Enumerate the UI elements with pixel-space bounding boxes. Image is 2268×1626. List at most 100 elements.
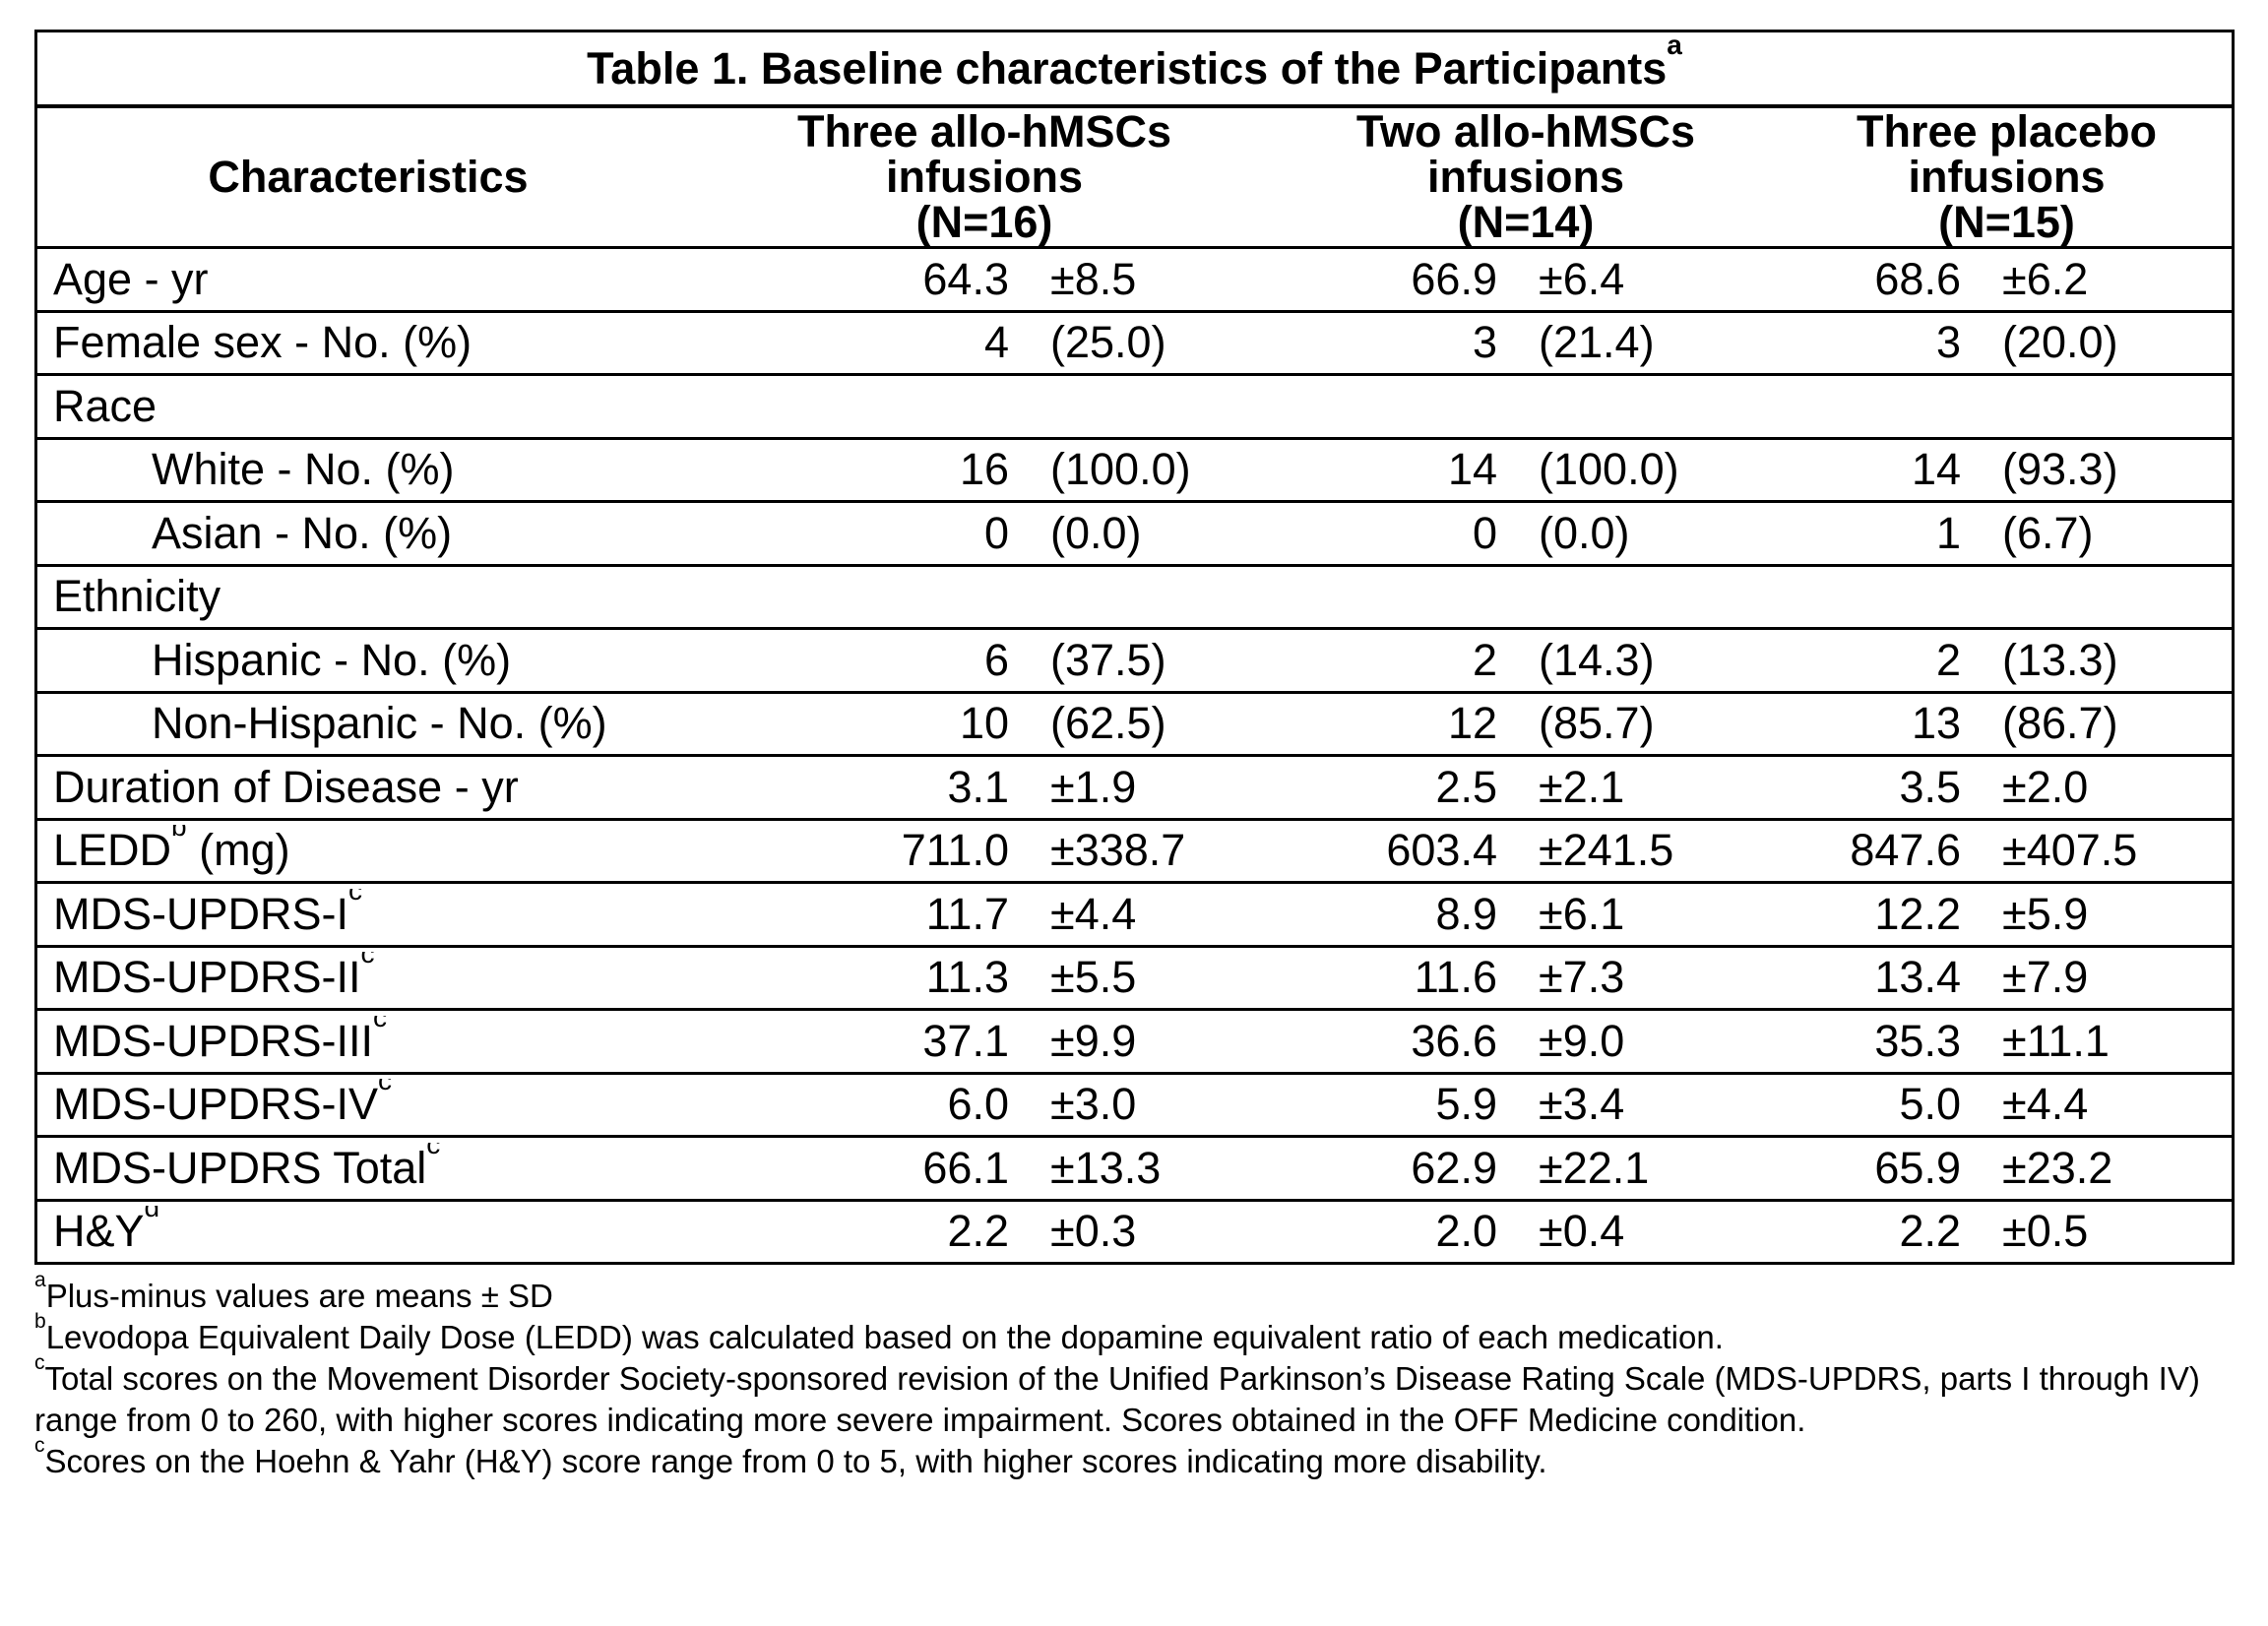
cell-dispersion: ±6.4 — [1539, 253, 1625, 304]
table-row: Race — [37, 373, 2232, 437]
column-header-line: (N=14) — [1457, 197, 1595, 247]
cell-dispersion: ±6.2 — [2002, 253, 2089, 304]
cell-value: 8.9 — [1435, 888, 1497, 939]
row-label: Female sex - No. (%) — [37, 317, 699, 368]
cell-value: 0 — [1472, 507, 1497, 558]
cell-dispersion: (13.3) — [2002, 634, 2118, 685]
value-cell: 2.2 ±0.5 — [1782, 1206, 2232, 1257]
footnote: cScores on the Hoehn & Yahr (H&Y) score … — [34, 1435, 2239, 1482]
row-label: White - No. (%) — [37, 444, 699, 495]
table-row: Age - yr 64.3 ±8.5 66.9 ±6.4 68.6 ±6.2 — [37, 246, 2232, 310]
row-label-text: Non-Hispanic - No. (%) — [152, 698, 607, 749]
cell-value: 3.5 — [1899, 761, 1961, 812]
table-row: MDS-UPDRS Totalc 66.1 ±13.3 62.9 ±22.1 65.9 ±2… — [37, 1135, 2232, 1199]
value-cell: 65.9 ±23.2 — [1782, 1143, 2232, 1194]
cell-dispersion: ±4.4 — [2002, 1079, 2089, 1130]
cell-value: 3.1 — [947, 761, 1009, 812]
value-cell: 11.6 ±7.3 — [1270, 952, 1782, 1003]
cell-value: 14 — [1447, 444, 1497, 495]
value-cell: 66.9 ±6.4 — [1270, 254, 1782, 305]
row-label-text: MDS-UPDRS-III — [53, 1015, 373, 1066]
table-title-text: Table 1. Baseline characteristics of the… — [587, 29, 1682, 94]
cell-value: 37.1 — [922, 1015, 1009, 1066]
value-cell: 3.1 ±1.9 — [699, 762, 1270, 813]
table-title: Table 1. Baseline characteristics of the… — [37, 29, 2232, 108]
cell-value: 1 — [1935, 507, 1961, 558]
value-cell: 12.2 ±5.9 — [1782, 889, 2232, 940]
footnote-text: Plus-minus values are means ± SD — [45, 1278, 553, 1314]
cell-value: 847.6 — [1850, 825, 1961, 876]
row-label: Hispanic - No. (%) — [37, 635, 699, 686]
footnote: cTotal scores on the Movement Disorder S… — [34, 1352, 2239, 1441]
cell-value: 12.2 — [1874, 888, 1961, 939]
row-label-text: Race — [53, 380, 158, 431]
cell-dispersion: (0.0) — [1050, 507, 1142, 558]
cell-dispersion: ±0.3 — [1050, 1206, 1137, 1257]
baseline-characteristics-table: Table 1. Baseline characteristics of the… — [34, 30, 2235, 1265]
row-label: Ethnicity — [37, 571, 699, 622]
cell-value: 11.3 — [925, 952, 1009, 1003]
cell-dispersion: ±7.3 — [1539, 952, 1625, 1003]
value-cell: 14 (100.0) — [1270, 444, 1782, 495]
value-cell: 0 (0.0) — [1270, 508, 1782, 559]
cell-dispersion: ±1.9 — [1050, 761, 1137, 812]
value-cell: 68.6 ±6.2 — [1782, 254, 2232, 305]
row-label-superscript: c — [373, 1015, 387, 1032]
footnote-superscript: b — [34, 1310, 46, 1333]
cell-value: 11.6 — [1414, 952, 1497, 1003]
row-label: Age - yr — [37, 254, 699, 305]
cell-value: 12 — [1447, 698, 1497, 749]
value-cell: 711.0 ±338.7 — [699, 825, 1270, 876]
cell-dispersion: ±7.9 — [2002, 952, 2089, 1003]
column-header-three-placebo: Three placebo infusions (N=15) — [1782, 108, 2232, 246]
row-label: Asian - No. (%) — [37, 508, 699, 559]
value-cell: 2 (14.3) — [1270, 635, 1782, 686]
table-row: Non-Hispanic - No. (%) 10 (62.5) 12 (85.7) 13… — [37, 690, 2232, 755]
column-header-line: Characteristics — [208, 152, 529, 202]
value-cell: 13.4 ±7.9 — [1782, 952, 2232, 1003]
cell-dispersion: ±338.7 — [1050, 825, 1186, 876]
cell-dispersion: (0.0) — [1539, 507, 1630, 558]
footnote: bLevodopa Equivalent Daily Dose (LEDD) w… — [34, 1311, 2239, 1358]
cell-value: 5.0 — [1899, 1079, 1961, 1130]
column-header-line: Three placebo — [1856, 106, 2158, 156]
cell-dispersion: (93.3) — [2002, 444, 2118, 495]
cell-dispersion: ±11.1 — [2002, 1015, 2110, 1066]
table-row: Asian - No. (%) 0 (0.0) 0 (0.0) 1 (6.7) — [37, 500, 2232, 564]
cell-value: 13 — [1911, 698, 1961, 749]
value-cell: 35.3 ±11.1 — [1782, 1016, 2232, 1067]
cell-value: 2 — [1472, 634, 1497, 685]
cell-value: 68.6 — [1874, 253, 1961, 304]
row-label-text: H&Y — [53, 1206, 145, 1257]
row-label: Duration of Disease - yr — [37, 762, 699, 813]
cell-dispersion: (21.4) — [1539, 317, 1655, 368]
row-label-superscript: d — [144, 1206, 160, 1223]
cell-value: 2 — [1935, 634, 1961, 685]
value-cell: 62.9 ±22.1 — [1270, 1143, 1782, 1194]
value-cell: 847.6 ±407.5 — [1782, 825, 2232, 876]
cell-dispersion: (20.0) — [2002, 317, 2118, 368]
cell-dispersion: ±0.5 — [2002, 1206, 2089, 1257]
cell-value: 16 — [959, 444, 1009, 495]
cell-value: 2.0 — [1435, 1206, 1497, 1257]
cell-value: 2.2 — [947, 1206, 1009, 1257]
value-cell: 11.3 ±5.5 — [699, 952, 1270, 1003]
row-label: H&Yd — [37, 1206, 699, 1257]
value-cell: 12 (85.7) — [1270, 698, 1782, 749]
row-label: MDS-UPDRS-Ic — [37, 889, 699, 940]
value-cell: 64.3 ±8.5 — [699, 254, 1270, 305]
row-label-suffix: (mg) — [186, 825, 290, 876]
cell-dispersion: (62.5) — [1050, 698, 1166, 749]
value-cell: 5.0 ±4.4 — [1782, 1079, 2232, 1130]
table-row: Ethnicity — [37, 563, 2232, 628]
cell-value: 6 — [983, 634, 1009, 685]
cell-dispersion: ±2.1 — [1539, 761, 1625, 812]
cell-dispersion: ±6.1 — [1539, 888, 1625, 939]
table-body: Age - yr 64.3 ±8.5 66.9 ±6.4 68.6 ±6.2 Female s… — [37, 246, 2232, 1262]
footnote-superscript: c — [34, 1351, 45, 1374]
cell-dispersion: ±13.3 — [1050, 1142, 1162, 1193]
cell-value: 66.9 — [1411, 253, 1497, 304]
table-row: LEDDb (mg) 711.0 ±338.7 603.4 ±241.5 847.6 ±40… — [37, 817, 2232, 882]
cell-value: 64.3 — [922, 253, 1009, 304]
cell-value: 11.7 — [925, 888, 1009, 939]
